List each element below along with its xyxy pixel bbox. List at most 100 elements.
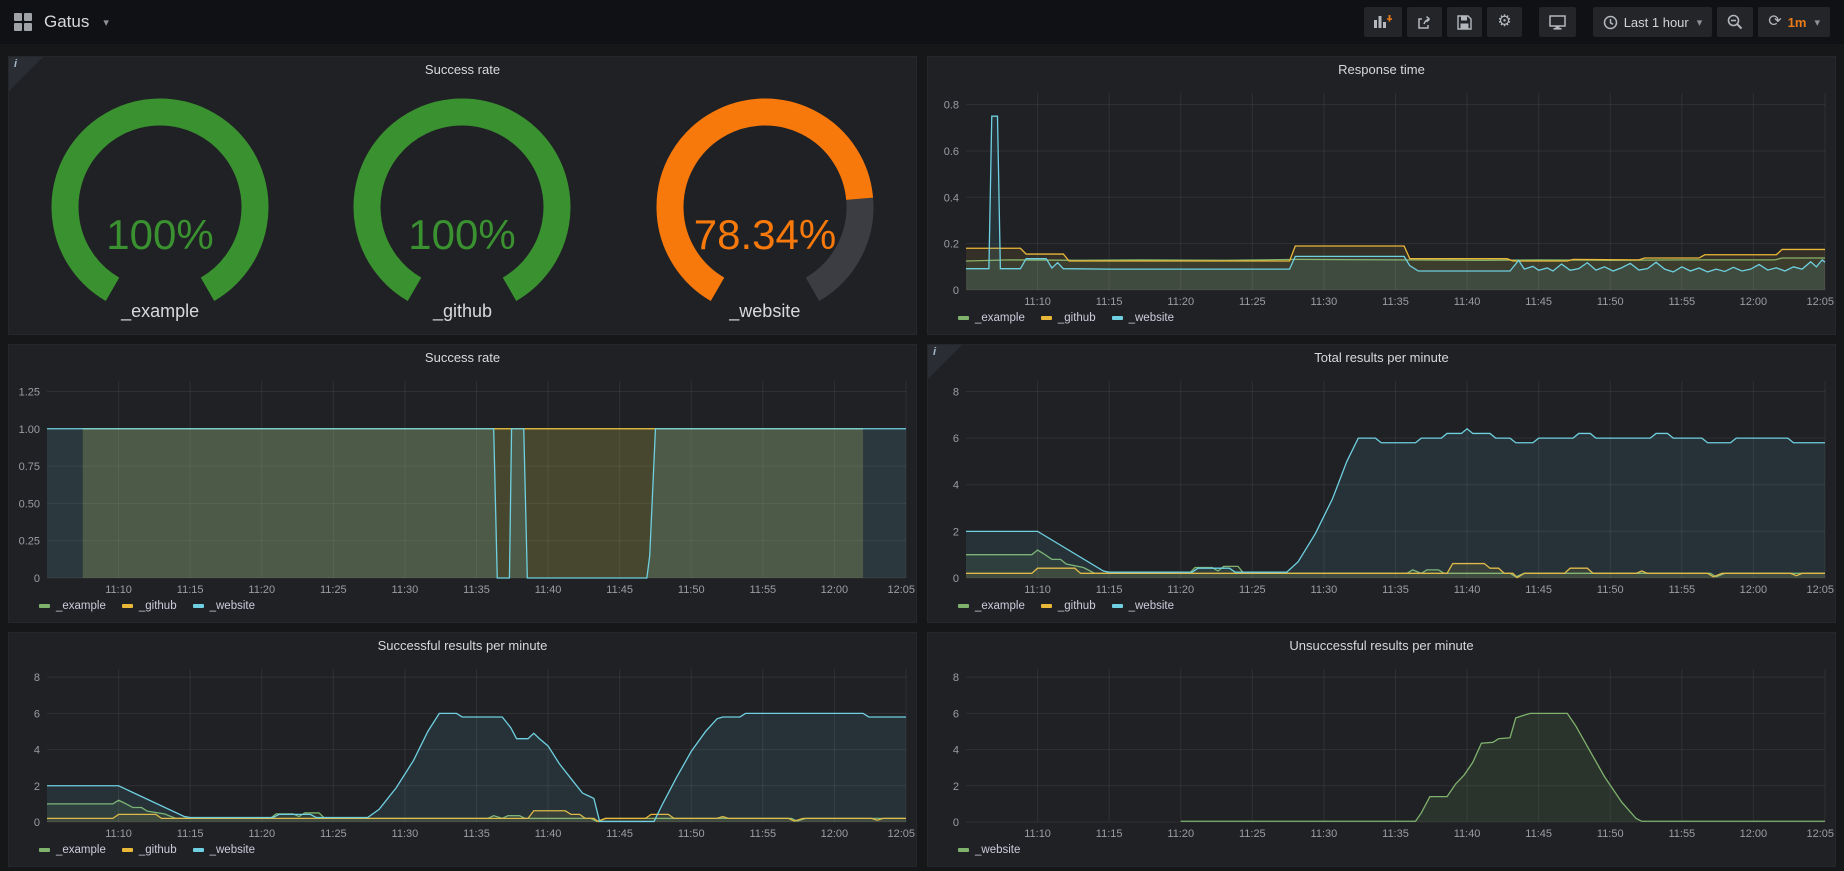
legend-item-_example[interactable]: _example (958, 600, 1025, 612)
y-axis-label: 8 (34, 672, 40, 684)
x-axis-label: 12:05 (887, 584, 915, 596)
legend-item-_website[interactable]: _website (1112, 312, 1174, 324)
panel-info-corner[interactable]: i (9, 57, 43, 91)
response-time-chart: 00.20.40.60.811:1011:1511:2011:2511:3011… (928, 83, 1836, 310)
y-axis-label: 4 (953, 480, 959, 492)
x-axis-label: 11:15 (1096, 828, 1123, 840)
legend-item-_github[interactable]: _github (122, 844, 177, 856)
legend-swatch (122, 848, 133, 852)
info-icon: i (14, 58, 17, 70)
chart-legend: _example _github _website (928, 598, 1835, 622)
panel-successful-results: Successful results per minute 0246811:10… (8, 632, 917, 867)
panel-title[interactable]: Unsuccessful results per minute (928, 633, 1835, 659)
refresh-button[interactable]: ⟳ 1m ▾ (1758, 7, 1830, 37)
y-axis-label: 0.75 (19, 461, 40, 473)
gauge-value: 100% (106, 211, 213, 258)
x-axis-label: 12:00 (1740, 296, 1768, 308)
gauge-arc: 100% (15, 93, 305, 301)
legend-swatch (39, 848, 50, 852)
x-axis-label: 11:55 (1668, 296, 1695, 308)
time-range-label: Last 1 hour (1624, 15, 1689, 30)
chevron-down-icon: ▾ (1814, 16, 1820, 29)
x-axis-label: 11:45 (606, 584, 633, 596)
floppy-disk-icon (1457, 15, 1472, 30)
legend-label: _github (139, 844, 177, 856)
series-fill-_website (47, 429, 906, 578)
legend-swatch (1041, 316, 1052, 320)
settings-button[interactable]: ⚙ (1487, 7, 1521, 37)
y-axis-label: 0.4 (944, 192, 959, 204)
panel-info-corner[interactable]: i (928, 345, 962, 379)
panel-title[interactable]: Successful results per minute (9, 633, 916, 659)
legend-item-_github[interactable]: _github (1041, 600, 1096, 612)
x-axis-label: 11:20 (1167, 828, 1194, 840)
navbar-actions: ⚙ Last 1 hour ▾ ⟳ (1359, 7, 1830, 37)
legend-item-_github[interactable]: _github (122, 600, 177, 612)
total-results-chart: 0246811:1011:1511:2011:2511:3011:3511:40… (928, 371, 1836, 598)
share-button[interactable] (1407, 7, 1442, 37)
x-axis-label: 11:25 (1239, 296, 1266, 308)
legend-label: _github (139, 600, 177, 612)
monitor-icon (1549, 15, 1566, 30)
panel-title[interactable]: Success rate (9, 57, 916, 83)
legend-item-_website[interactable]: _website (958, 844, 1020, 856)
gauge-label: _github (433, 301, 492, 328)
x-axis-label: 11:10 (105, 584, 132, 596)
gauge-value: 78.34% (694, 211, 836, 258)
legend-item-_example[interactable]: _example (39, 844, 106, 856)
x-axis-label: 12:05 (1806, 584, 1834, 596)
x-axis-label: 11:10 (1024, 296, 1051, 308)
y-axis-label: 0 (34, 817, 40, 829)
zoom-out-button[interactable] (1717, 7, 1753, 37)
save-button[interactable] (1447, 7, 1482, 37)
y-axis-label: 0 (953, 817, 959, 829)
gauge-row: 100%_example100%_github78.34%_website (9, 83, 916, 334)
y-axis-label: 4 (34, 745, 40, 757)
magnifier-minus-icon (1727, 14, 1743, 30)
x-axis-label: 11:40 (535, 584, 562, 596)
y-axis-label: 8 (953, 386, 959, 398)
x-axis-label: 12:00 (821, 828, 849, 840)
panel-title[interactable]: Total results per minute (928, 345, 1835, 371)
x-axis-label: 11:35 (463, 828, 490, 840)
x-axis-label: 11:35 (463, 584, 490, 596)
tv-mode-button[interactable] (1539, 7, 1576, 37)
chart-legend: _website (928, 842, 1835, 866)
panel-title[interactable]: Response time (928, 57, 1835, 83)
legend-label: _website (210, 600, 255, 612)
add-panel-button[interactable] (1364, 7, 1402, 37)
legend-swatch (958, 848, 969, 852)
series-fill-_website (1181, 713, 1825, 822)
x-axis-label: 11:40 (1454, 296, 1481, 308)
x-axis-label: 12:05 (1806, 296, 1834, 308)
x-axis-label: 11:25 (1239, 828, 1266, 840)
x-axis-label: 11:15 (177, 584, 204, 596)
x-axis-label: 11:55 (1668, 584, 1695, 596)
gauge-arc: 78.34% (620, 93, 910, 301)
series-fill-_website (47, 713, 906, 822)
legend-item-_website[interactable]: _website (193, 844, 255, 856)
y-axis-label: 0.6 (944, 146, 959, 158)
panel-total-results: i Total results per minute 0246811:1011:… (927, 344, 1836, 623)
gauge-value: 100% (409, 211, 516, 258)
legend-item-_example[interactable]: _example (39, 600, 106, 612)
legend-label: _website (1129, 312, 1174, 324)
dashboard-title-button[interactable]: Gatus ▾ (14, 12, 109, 32)
clock-icon (1603, 15, 1618, 30)
x-axis-label: 11:50 (678, 828, 705, 840)
unsuccessful-results-chart: 0246811:1011:1511:2011:2511:3011:3511:40… (928, 659, 1836, 842)
legend-item-_example[interactable]: _example (958, 312, 1025, 324)
legend-item-_website[interactable]: _website (193, 600, 255, 612)
y-axis-label: 1.25 (19, 386, 40, 398)
refresh-icon: ⟳ (1768, 14, 1781, 30)
x-axis-label: 11:50 (678, 584, 705, 596)
panel-title[interactable]: Success rate (9, 345, 916, 371)
x-axis-label: 11:15 (1096, 296, 1123, 308)
legend-item-_github[interactable]: _github (1041, 312, 1096, 324)
y-axis-label: 6 (953, 708, 959, 720)
legend-swatch (39, 604, 50, 608)
time-range-picker[interactable]: Last 1 hour ▾ (1593, 7, 1713, 37)
legend-label: _website (975, 844, 1020, 856)
y-axis-label: 2 (34, 781, 40, 793)
legend-item-_website[interactable]: _website (1112, 600, 1174, 612)
